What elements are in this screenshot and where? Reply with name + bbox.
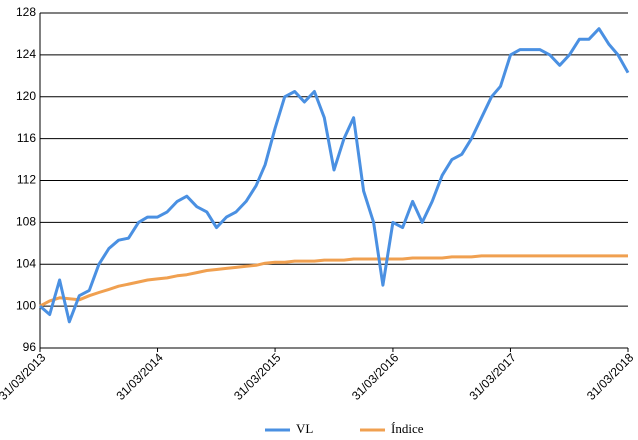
y-tick-label: 112	[17, 173, 36, 187]
legend-label: VL	[296, 421, 313, 436]
y-tick-label: 128	[16, 5, 36, 19]
x-tick-label: 31/03/2018	[584, 350, 637, 403]
x-tick-label: 31/03/2016	[349, 350, 402, 403]
y-tick-label: 108	[16, 215, 36, 229]
y-tick-label: 120	[16, 89, 36, 103]
y-tick-label: 104	[16, 256, 36, 270]
x-tick-label: 31/03/2014	[114, 350, 167, 403]
series-line	[39, 27, 630, 324]
y-tick-label: 100	[16, 298, 36, 312]
legend-label: Índice	[391, 421, 424, 436]
y-tick-label: 96	[23, 340, 37, 354]
x-tick-label: 31/03/2013	[0, 350, 49, 403]
y-tick-label: 116	[17, 131, 36, 145]
x-tick-label: 31/03/2015	[231, 350, 284, 403]
series-line	[39, 254, 628, 308]
y-tick-label: 124	[16, 47, 36, 61]
x-tick-label: 31/03/2017	[466, 350, 519, 403]
